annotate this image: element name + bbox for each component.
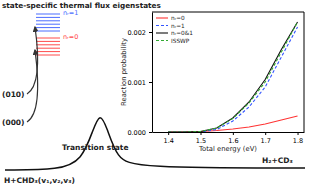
plot-area xyxy=(168,22,297,132)
legend-label: ISSWP xyxy=(171,38,190,44)
legend: nᵣ=0 nᵣ=1nᵣ=0&1 ISSWP xyxy=(156,15,193,44)
level-label: nᵣ=0 xyxy=(63,33,78,41)
x-axis: 1.4 1.5 1.6 1.7 1.8 xyxy=(153,132,305,145)
tick-label: 1.8 xyxy=(293,137,303,145)
axis-line xyxy=(152,13,153,133)
energy-level xyxy=(36,44,60,45)
initial-state: (000) xyxy=(2,118,25,127)
energy-level xyxy=(36,38,60,39)
energy-level xyxy=(36,24,60,25)
tick-mark xyxy=(201,132,202,135)
energy-level xyxy=(36,51,60,52)
legend-swatch xyxy=(156,32,168,33)
tick: 0.002 xyxy=(127,29,152,37)
energy-level xyxy=(36,41,60,42)
energy-level xyxy=(36,48,60,49)
level-label: nᵣ=1 xyxy=(63,9,78,17)
tick-label: 1.7 xyxy=(261,137,271,145)
legend-swatch xyxy=(156,40,168,41)
tick-mark xyxy=(233,132,234,135)
tick-mark xyxy=(149,32,152,33)
initial-state: (010) xyxy=(2,90,25,99)
tick: 1.5 xyxy=(196,132,206,145)
figure: state-specific thermal flux eigenstatesn… xyxy=(0,0,310,189)
level-stack xyxy=(36,14,60,31)
level-stack xyxy=(36,38,60,55)
tick-mark xyxy=(298,132,299,135)
tick: 1.4 xyxy=(163,132,173,145)
legend-swatch xyxy=(156,25,168,26)
energy-level xyxy=(36,14,60,15)
series-line xyxy=(168,22,297,132)
tick: 0.000 xyxy=(127,129,152,137)
arrow xyxy=(27,50,38,122)
energy-level xyxy=(36,17,60,18)
products-label: H₂+CD₃ xyxy=(262,156,293,165)
tick: 1.6 xyxy=(228,132,238,145)
tick-label: 0.001 xyxy=(127,79,146,87)
tick: 1.7 xyxy=(261,132,271,145)
tick-label: 1.6 xyxy=(228,137,238,145)
tick-mark xyxy=(149,132,152,133)
legend-label: nᵣ=1 xyxy=(171,23,185,29)
tick-label: 0.000 xyxy=(127,129,146,137)
legend-label: nᵣ=0&1 xyxy=(171,30,193,36)
tick-label: 0.002 xyxy=(127,29,146,37)
series-line xyxy=(168,27,297,132)
reactants-label: H+CHD₃(v₁,v₂,v₃) xyxy=(4,176,75,185)
transition-state-label: Transition state xyxy=(62,143,128,152)
x-axis-title: Total energy (eV) xyxy=(198,145,257,153)
y-axis: 0.000 0.001 0.002 xyxy=(127,13,152,137)
tick-mark xyxy=(149,82,152,83)
legend-label: nᵣ=0 xyxy=(171,15,185,21)
title: state-specific thermal flux eigenstates xyxy=(2,1,161,10)
legend-swatch xyxy=(156,17,168,18)
tick: 1.8 xyxy=(293,132,303,145)
energy-level xyxy=(36,20,60,21)
axis-line xyxy=(153,132,305,133)
tick-mark xyxy=(265,132,266,135)
tick: 0.001 xyxy=(127,79,152,87)
plot-frame xyxy=(152,12,304,132)
tick-label: 1.4 xyxy=(163,137,173,145)
tick-mark xyxy=(168,132,169,135)
energy-level xyxy=(36,55,60,56)
energy-level xyxy=(36,27,60,28)
plot-background xyxy=(152,12,304,132)
series-line xyxy=(168,22,297,132)
energy-level xyxy=(36,31,60,32)
y-axis-title: Reaction probability xyxy=(120,38,128,106)
tick-label: 1.5 xyxy=(196,137,206,145)
